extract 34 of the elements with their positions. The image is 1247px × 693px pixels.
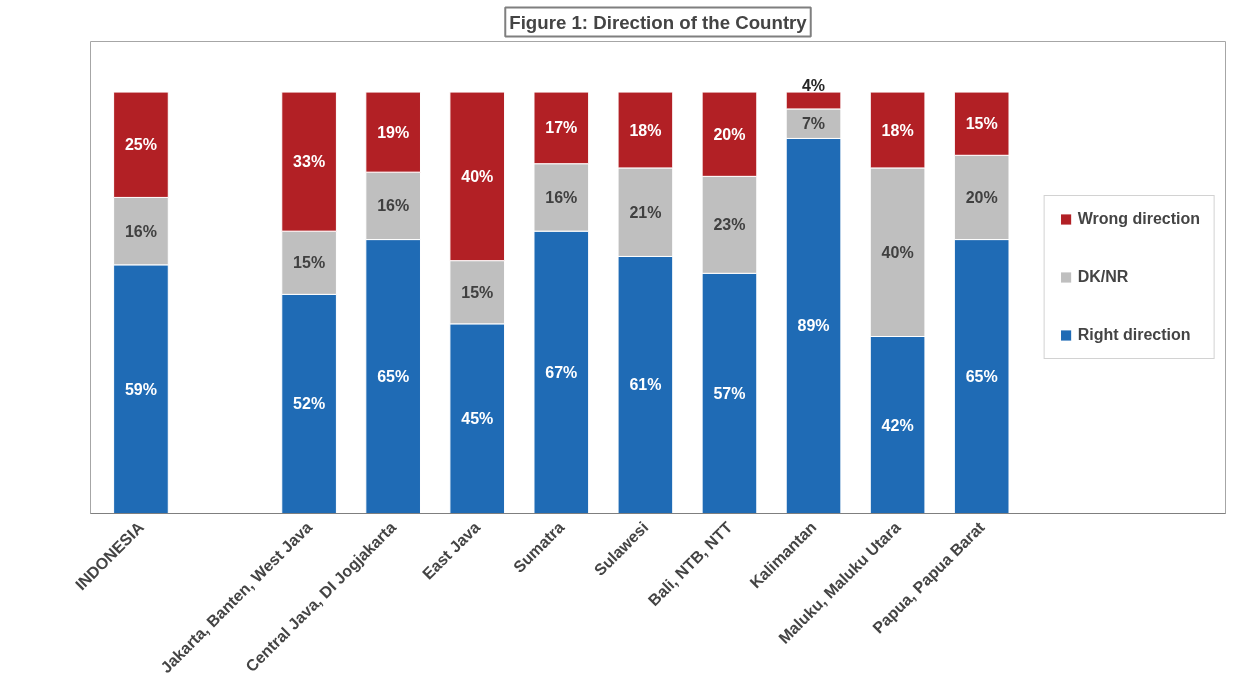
data-label: 40% bbox=[461, 167, 494, 185]
data-label: 59% bbox=[124, 380, 157, 398]
data-label: 7% bbox=[801, 115, 826, 133]
data-label: 33% bbox=[293, 153, 326, 171]
data-label: 45% bbox=[461, 410, 494, 428]
data-label: 23% bbox=[713, 216, 746, 234]
data-label: 57% bbox=[713, 384, 746, 402]
data-label: 16% bbox=[377, 197, 410, 215]
data-label: 17% bbox=[545, 119, 578, 137]
data-label: 19% bbox=[377, 123, 410, 141]
data-label: 42% bbox=[881, 416, 914, 434]
legend-label: Right direction bbox=[1077, 326, 1191, 344]
data-label: 65% bbox=[377, 368, 410, 386]
data-label: 61% bbox=[629, 376, 662, 394]
data-label: 89% bbox=[797, 317, 830, 335]
data-label: 20% bbox=[965, 188, 998, 206]
data-label: 15% bbox=[293, 254, 326, 272]
data-label: 16% bbox=[124, 222, 157, 240]
data-label: 18% bbox=[881, 121, 914, 139]
legend-label: Wrong direction bbox=[1077, 210, 1200, 228]
data-label: 15% bbox=[461, 283, 494, 301]
data-label: 52% bbox=[293, 395, 326, 413]
data-label: 25% bbox=[124, 136, 157, 154]
data-label: 65% bbox=[965, 368, 998, 386]
chart-title: Figure 1: Direction of the Country bbox=[509, 11, 808, 33]
data-label: 18% bbox=[629, 121, 662, 139]
data-label: 67% bbox=[545, 363, 578, 381]
data-label: 21% bbox=[629, 203, 662, 221]
legend-label: DK/NR bbox=[1077, 268, 1129, 286]
data-label: 4% bbox=[801, 77, 826, 95]
data-label: 40% bbox=[881, 243, 914, 261]
data-label: 15% bbox=[965, 115, 998, 133]
data-label: 20% bbox=[713, 125, 746, 143]
data-label: 16% bbox=[545, 188, 578, 206]
